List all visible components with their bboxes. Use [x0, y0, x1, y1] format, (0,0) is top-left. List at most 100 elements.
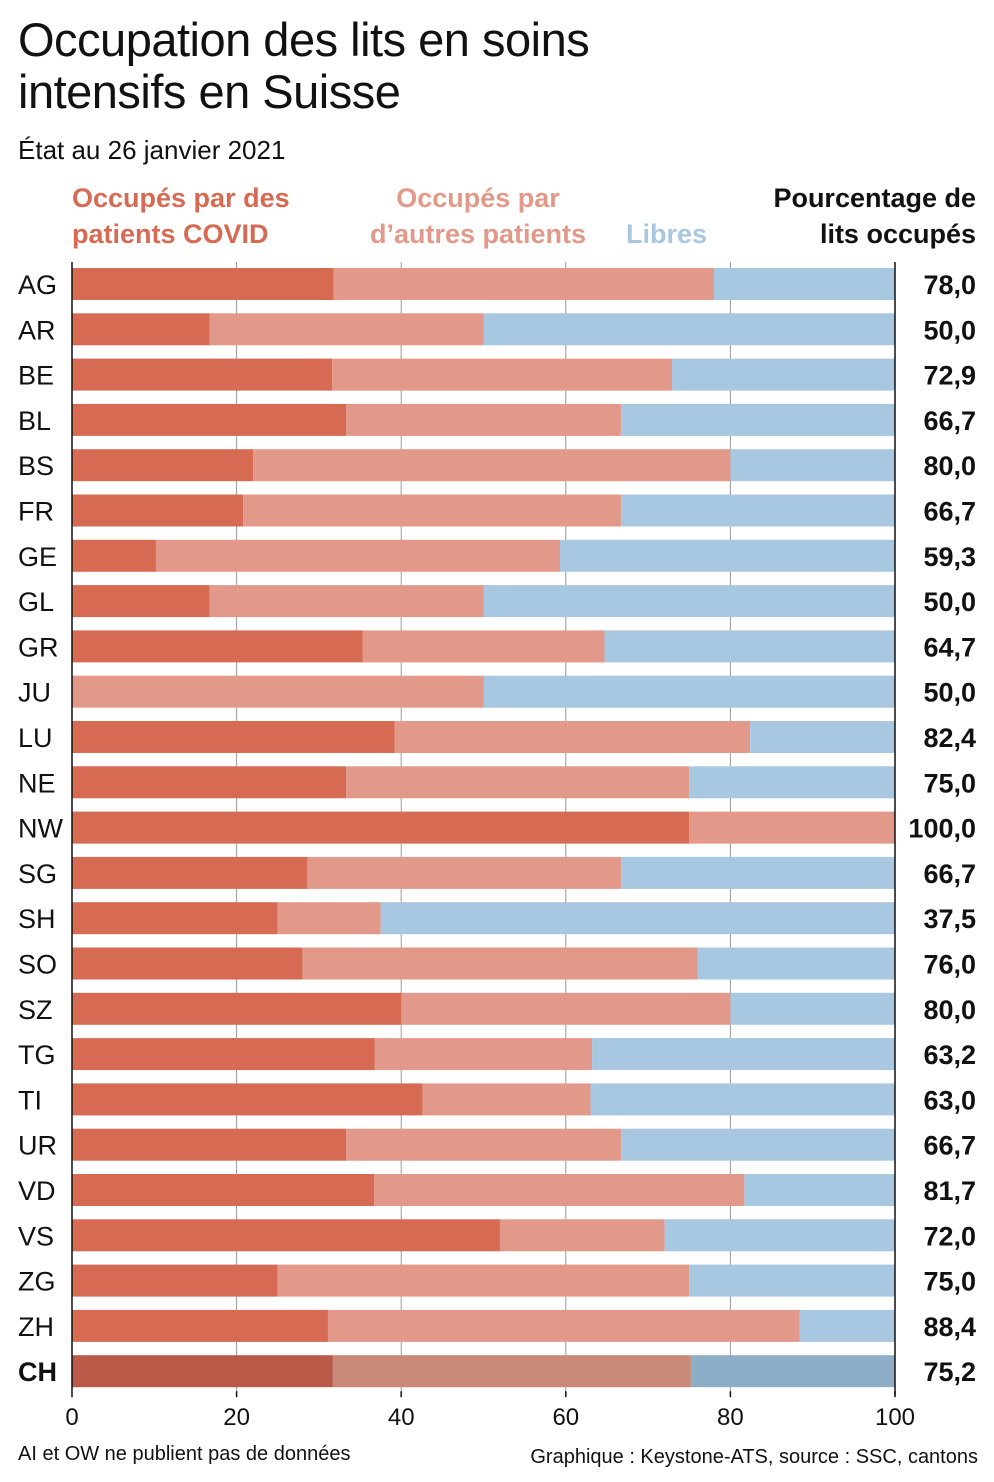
legend-other-patients: Occupés par d’autres patients: [369, 183, 587, 249]
bar-fr-covid: [72, 494, 244, 527]
tick-label-0: 0: [65, 1404, 78, 1431]
percent-label-so: 76,0: [923, 950, 976, 980]
chart-title: Occupation des lits en soins intensifs e…: [18, 13, 590, 118]
bar-zg-other: [277, 1264, 690, 1297]
bar-sz-covid: [72, 992, 402, 1025]
tick-label-40: 40: [388, 1404, 415, 1431]
percent-label-bl: 66,7: [923, 406, 976, 436]
percent-label-ju: 50,0: [923, 678, 976, 708]
bar-ti-free: [590, 1083, 895, 1116]
bar-bl-covid: [72, 403, 347, 436]
bar-ch-other: [332, 1355, 691, 1388]
bar-vs-covid: [72, 1219, 500, 1252]
bar-ti-other: [422, 1083, 591, 1116]
bar-ti-covid: [72, 1083, 423, 1116]
bar-ch-covid: [72, 1355, 333, 1388]
bar-ag-free: [713, 268, 895, 300]
legend-percent-header: Pourcentage de lits occupés: [773, 183, 976, 249]
row-label-sh: SH: [18, 904, 56, 934]
bar-zh-covid: [72, 1309, 328, 1342]
bar-gr-other: [362, 630, 605, 663]
bar-so-covid: [72, 947, 303, 980]
percent-label-fr: 66,7: [923, 497, 976, 527]
bar-gl-free: [483, 585, 895, 618]
bar-ne-covid: [72, 766, 347, 799]
bar-bs-free: [730, 449, 895, 482]
bar-vs-other: [499, 1219, 665, 1252]
bar-ge-other: [155, 539, 561, 572]
bar-lu-covid: [72, 721, 395, 753]
row-label-ag: AG: [18, 270, 57, 300]
percent-label-ne: 75,0: [923, 768, 976, 798]
row-label-ur: UR: [18, 1131, 57, 1161]
bars: [72, 268, 895, 1388]
bar-sg-covid: [72, 856, 308, 889]
bar-nw-other: [689, 811, 895, 844]
percent-label-ch: 75,2: [923, 1357, 976, 1387]
bar-vs-free: [664, 1219, 895, 1252]
row-label-ch: CH: [18, 1357, 57, 1387]
bar-ge-covid: [72, 539, 156, 572]
bar-be-other: [332, 358, 672, 391]
bar-gr-covid: [72, 630, 363, 663]
percent-label-ur: 66,7: [923, 1131, 976, 1161]
legend-covid: Occupés par des patients COVID: [72, 183, 290, 249]
bar-ch-free: [690, 1355, 895, 1388]
source-credit: Graphique : Keystone-ATS, source : SSC, …: [530, 1446, 978, 1468]
bar-sz-free: [730, 992, 895, 1025]
bar-nw-covid: [72, 811, 690, 844]
bar-ne-other: [346, 766, 690, 799]
tick-label-60: 60: [552, 1404, 579, 1431]
legend-free: Libres: [626, 219, 708, 249]
row-label-bs: BS: [18, 451, 54, 481]
row-label-zg: ZG: [18, 1267, 56, 1297]
bar-ju-free: [483, 675, 895, 708]
percent-label-vs: 72,0: [923, 1221, 976, 1251]
bar-zh-other: [327, 1309, 800, 1342]
bar-sh-free: [380, 902, 895, 935]
bar-ur-other: [346, 1128, 621, 1161]
row-label-zh: ZH: [18, 1312, 54, 1342]
row-label-ar: AR: [18, 315, 56, 345]
bar-gl-covid: [72, 585, 210, 618]
row-label-gl: GL: [18, 587, 54, 617]
percent-label-gr: 64,7: [923, 632, 976, 662]
percent-label-be: 72,9: [923, 361, 976, 391]
percent-label-vd: 81,7: [923, 1176, 976, 1206]
bar-sz-other: [401, 992, 731, 1025]
percent-label-nw: 100,0: [908, 814, 976, 844]
percent-label-ag: 78,0: [923, 270, 976, 300]
percent-label-zg: 75,0: [923, 1267, 976, 1297]
percent-label-ar: 50,0: [923, 315, 976, 345]
footnote: AI et OW ne publient pas de données: [18, 1443, 351, 1465]
row-label-be: BE: [18, 361, 54, 391]
percent-label-gl: 50,0: [923, 587, 976, 617]
percent-label-ge: 59,3: [923, 542, 976, 572]
bar-bs-other: [253, 449, 731, 482]
bar-sh-other: [277, 902, 381, 935]
percent-label-sg: 66,7: [923, 859, 976, 889]
row-labels: AG 78,0 AR 50,0 BE 72,9 BL 66,7 BS 80,0 FR 66,7 GE 59…: [18, 270, 976, 1387]
bar-bs-covid: [72, 449, 254, 482]
row-label-gr: GR: [18, 632, 59, 662]
row-label-ti: TI: [18, 1085, 42, 1115]
x-axis: 0 20 40 60 80 100: [65, 262, 915, 1431]
bar-zg-free: [689, 1264, 895, 1297]
percent-label-sh: 37,5: [923, 904, 976, 934]
bar-ar-free: [483, 313, 895, 346]
chart-subtitle: État au 26 janvier 2021: [18, 135, 286, 165]
row-label-sz: SZ: [18, 995, 53, 1025]
bar-ju-other: [72, 675, 484, 708]
bar-lu-other: [394, 721, 751, 753]
bar-lu-free: [750, 721, 895, 753]
percent-label-sz: 80,0: [923, 995, 976, 1025]
bar-tg-other: [374, 1038, 593, 1071]
row-label-bl: BL: [18, 406, 51, 436]
bar-ag-other: [333, 268, 714, 300]
bar-bl-free: [620, 403, 895, 436]
percent-label-lu: 82,4: [923, 723, 976, 753]
row-label-sg: SG: [18, 859, 57, 889]
bar-fr-free: [620, 494, 895, 527]
row-label-ge: GE: [18, 542, 57, 572]
row-label-vs: VS: [18, 1221, 54, 1251]
